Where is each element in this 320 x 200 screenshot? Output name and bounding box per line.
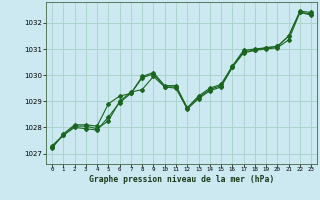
X-axis label: Graphe pression niveau de la mer (hPa): Graphe pression niveau de la mer (hPa) bbox=[89, 175, 274, 184]
